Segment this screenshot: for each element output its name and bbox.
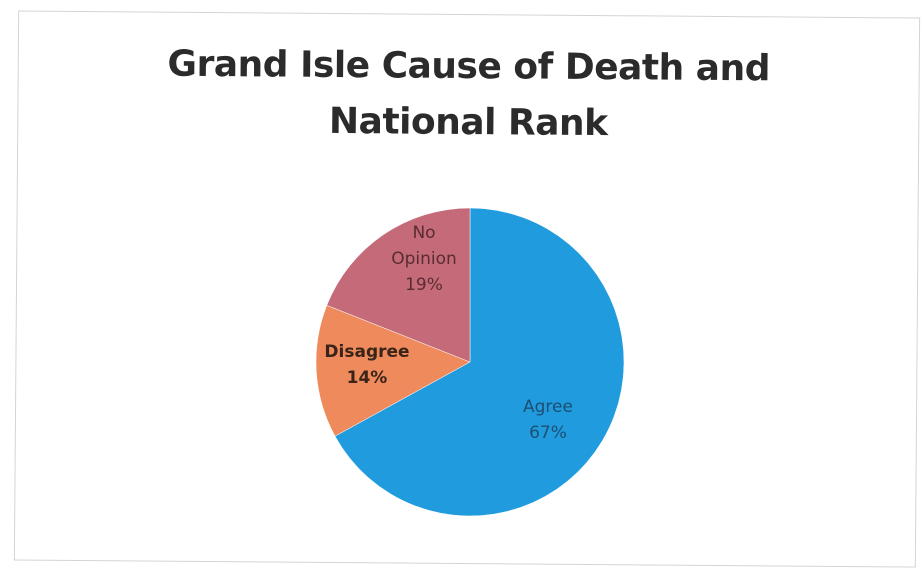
- pie-slice-disagree: [315, 304, 471, 437]
- data-label-line: Disagree: [324, 342, 409, 362]
- data-label-line: No: [412, 223, 435, 243]
- data-label-line: Opinion: [391, 249, 457, 269]
- pie-slice-no-opinion: [326, 207, 471, 363]
- data-label-agree: Agree 67%: [523, 397, 573, 443]
- data-label-disagree: Disagree 14%: [324, 342, 409, 388]
- data-label-line: 67%: [529, 423, 567, 443]
- pie-slice-agree: [334, 207, 625, 517]
- data-label-line: Agree: [523, 397, 573, 417]
- data-label-line: 14%: [347, 368, 388, 388]
- data-label-no-opinion: No Opinion 19%: [391, 223, 457, 295]
- data-label-line: 19%: [405, 275, 443, 295]
